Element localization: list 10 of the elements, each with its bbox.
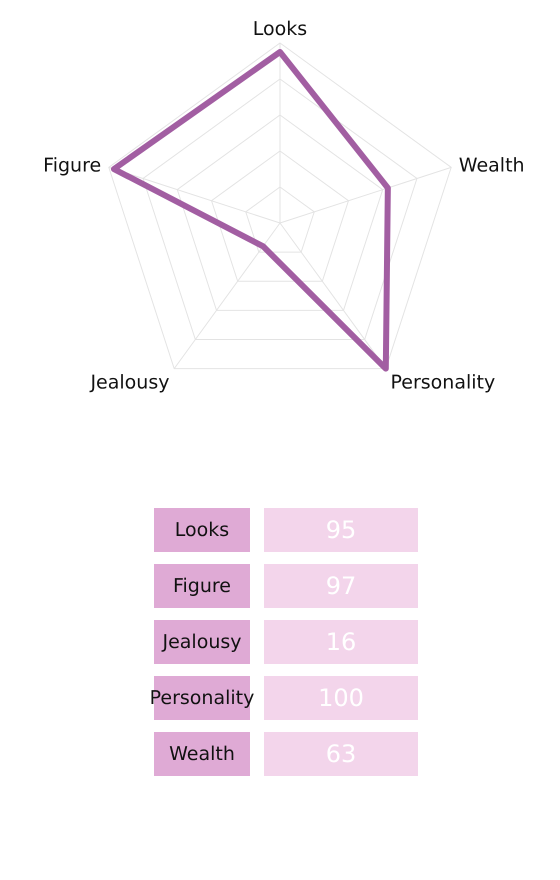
spoke-label: Personality <box>390 372 496 394</box>
spoke-label: Figure <box>43 154 102 177</box>
spoke-label: Looks <box>252 18 308 40</box>
category-label: Looks <box>154 508 250 552</box>
spoke-label: Jealousy <box>89 372 170 394</box>
category-label: Jealousy <box>154 620 250 664</box>
category-label: Figure <box>154 564 250 608</box>
spoke-label: Wealth <box>458 154 525 177</box>
category-label: Wealth <box>154 732 250 776</box>
category-label: Personality <box>150 686 254 711</box>
